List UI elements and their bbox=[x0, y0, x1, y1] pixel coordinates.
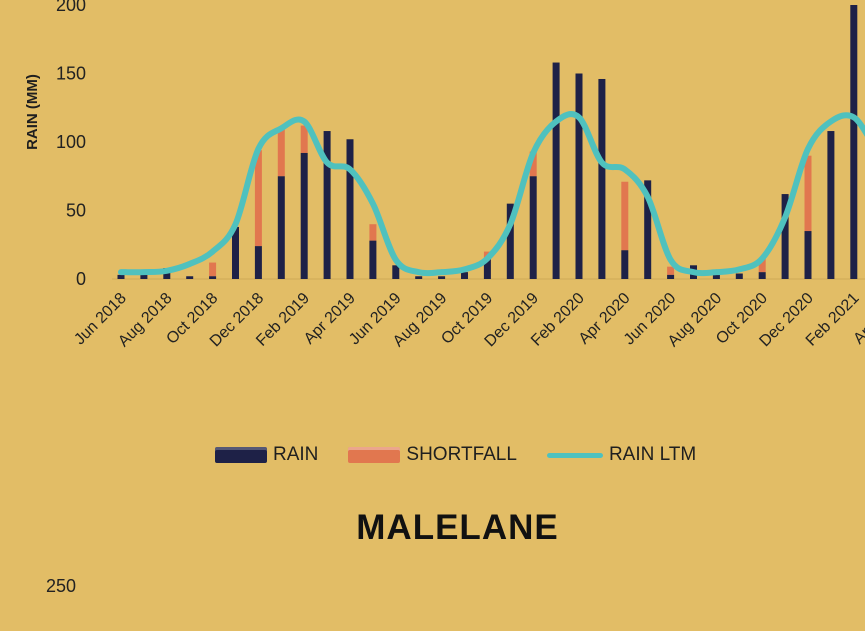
rain-bar bbox=[781, 194, 789, 279]
shortfall-bar bbox=[804, 155, 812, 232]
rain-bar bbox=[254, 246, 262, 279]
rain-bar bbox=[209, 276, 217, 279]
legend-label-rain: RAIN bbox=[273, 444, 319, 465]
shortfall-bar bbox=[667, 266, 675, 275]
shortfall-bars bbox=[209, 125, 812, 277]
shortfall-bar bbox=[369, 224, 377, 241]
rain-bar bbox=[186, 276, 194, 279]
rain-bar bbox=[644, 180, 652, 279]
rain-bar bbox=[667, 274, 675, 279]
shortfall-bar bbox=[758, 258, 766, 273]
shortfall-bar bbox=[300, 125, 308, 153]
legend-label-shortfall: SHORTFALL bbox=[406, 444, 517, 465]
legend-item-shortfall: SHORTFALL bbox=[348, 444, 517, 466]
shortfall-bar bbox=[621, 181, 629, 251]
rain-ltm-line bbox=[118, 111, 865, 277]
rain-bar bbox=[827, 131, 835, 279]
y-tick-label: 0 bbox=[76, 269, 86, 289]
legend-swatch-rain bbox=[215, 447, 267, 463]
y-axis-title: RAIN (MM) bbox=[24, 74, 41, 150]
rain-bar bbox=[758, 272, 766, 279]
rain-bar bbox=[140, 274, 148, 279]
legend-label-rain-ltm: RAIN LTM bbox=[608, 444, 697, 465]
legend-swatch-shortfall bbox=[348, 447, 401, 463]
rain-bar bbox=[323, 131, 331, 279]
y-axis-ticks: 200 150 100 50 0 bbox=[56, 0, 86, 289]
rain-bar bbox=[529, 176, 537, 279]
rain-bar bbox=[804, 231, 812, 279]
next-chart-title: MALELANE bbox=[356, 508, 559, 547]
shortfall-bar bbox=[529, 151, 537, 177]
chart-legend: RAIN SHORTFALL RAIN LTM bbox=[215, 441, 696, 469]
shortfall-bar bbox=[254, 150, 262, 247]
rain-bar bbox=[232, 226, 239, 279]
rain-bar bbox=[483, 258, 491, 279]
y-tick-label: 150 bbox=[56, 64, 86, 84]
rain-bar bbox=[277, 176, 285, 279]
rain-ltm-line-group bbox=[118, 111, 865, 277]
legend-item-rain-ltm: RAIN LTM bbox=[546, 444, 697, 466]
legend-item-rain: RAIN bbox=[215, 444, 318, 466]
rain-bar bbox=[300, 152, 308, 279]
rain-bar bbox=[575, 73, 583, 279]
legend-swatch-rain-ltm bbox=[546, 452, 603, 458]
rain-bar bbox=[392, 265, 400, 279]
rain-bar bbox=[552, 62, 560, 279]
rain-bar bbox=[415, 276, 423, 279]
rain-bar bbox=[712, 273, 720, 279]
rain-bar bbox=[735, 273, 743, 279]
next-chart-y-tick: 250 bbox=[46, 576, 77, 596]
rain-bar bbox=[346, 139, 354, 279]
rain-bar bbox=[621, 250, 629, 279]
y-tick-label: 100 bbox=[56, 132, 86, 152]
rain-bars bbox=[117, 5, 858, 279]
rain-bar bbox=[506, 203, 514, 279]
rain-bar bbox=[438, 276, 446, 279]
shortfall-bar bbox=[277, 128, 285, 177]
rain-bar bbox=[369, 240, 377, 279]
y-tick-label: 200 bbox=[56, 0, 86, 15]
rain-bar bbox=[598, 78, 606, 279]
rain-bar bbox=[117, 274, 125, 279]
y-tick-label: 50 bbox=[66, 201, 86, 221]
shortfall-bar bbox=[209, 262, 217, 277]
rain-bar bbox=[461, 272, 468, 279]
rain-bar bbox=[850, 5, 858, 279]
